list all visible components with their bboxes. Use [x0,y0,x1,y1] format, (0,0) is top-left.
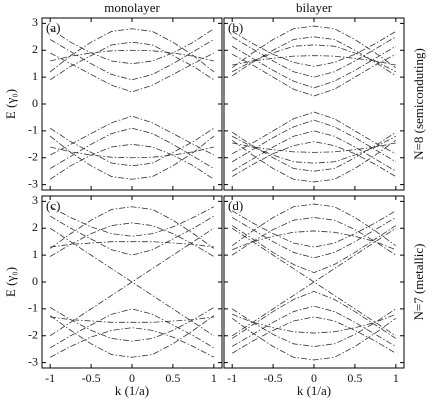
x-axis-label: k (1/a) [297,383,331,398]
band-line [49,215,215,256]
band-line [232,313,396,334]
band-line [231,308,397,347]
x-tick-label: -0.5 [264,371,283,385]
band-line [231,316,397,354]
band-line [231,305,397,347]
band-line [231,225,397,274]
band-line [231,135,397,164]
y-tick-label: 1 [32,69,38,83]
y-axis-label: E (γ₀) [3,267,18,297]
x-tick-label: -0.5 [82,371,101,385]
band-line [49,206,215,237]
x-tick-label: 0 [129,371,135,385]
side-label: N=8 (semiconduting) [411,48,426,160]
y-tick-label: 2 [32,220,38,234]
panel-label: (a) [46,20,60,35]
band-line [231,141,397,177]
band-line [49,327,215,358]
band-line [232,230,396,251]
band-line [231,217,397,259]
band-line [232,142,396,153]
band-line [50,241,214,248]
band-line [49,127,215,169]
y-tick-label: -2 [28,150,38,164]
band-line [49,115,215,156]
panel-frame [41,17,223,191]
y-tick-label: 1 [32,247,38,261]
band-line [50,146,214,159]
column-title: monolayer [104,0,160,15]
x-tick-label: 1 [211,371,217,385]
band-line [49,143,215,180]
y-tick-label: -2 [28,328,38,342]
band-line [50,49,214,62]
y-tick-label: 3 [32,193,38,207]
x-axis-label: k (1/a) [115,383,149,398]
y-tick-label: 3 [32,15,38,29]
band-line [49,206,215,249]
band-line [49,39,215,81]
y-tick-label: -3 [28,176,38,190]
band-line [231,131,397,172]
y-axis-label: E (γ₀) [3,89,18,119]
band-line [231,139,397,183]
band-line [49,222,215,257]
band-line [49,227,215,337]
band-line [231,119,397,163]
band-line [49,135,215,180]
band-line [231,44,397,73]
band-line [231,290,397,339]
band-line [231,36,397,78]
band-line [231,36,397,77]
panel-label: (c) [46,198,60,213]
band-line [49,308,215,349]
y-tick-label: 0 [32,274,38,288]
x-tick-label: 0 [311,371,317,385]
y-tick-label: -1 [28,123,38,137]
x-tick-label: -1 [45,371,55,385]
band-line [231,227,397,337]
band-line [231,25,397,69]
band-line [49,52,215,93]
panel-label: (d) [228,198,243,213]
band-line [49,315,215,358]
band-line [49,41,215,81]
x-tick-label: 0.5 [347,371,362,385]
panel-label: (b) [228,20,243,35]
column-title: bilayer [296,0,333,15]
panel-frame [223,17,405,191]
band-line [49,127,215,167]
y-tick-label: 0 [32,96,38,110]
band-line [49,307,215,342]
x-tick-label: 0.5 [165,371,180,385]
band-line [231,210,397,248]
band-line [231,130,397,172]
band-line [49,28,215,73]
y-tick-label: 2 [32,42,38,56]
band-line [231,45,397,89]
y-tick-label: -1 [28,301,38,315]
x-tick-label: -1 [227,371,237,385]
band-line [50,316,214,323]
side-label: N=7 (metallic) [411,244,426,321]
band-line [231,53,397,97]
band-line [231,111,397,155]
band-line [231,317,397,361]
band-line [231,203,397,247]
y-tick-label: -3 [28,354,38,368]
band-line [231,217,397,256]
band-line [232,55,396,66]
x-tick-label: 1 [393,371,399,385]
band-line [231,31,397,67]
band-line [49,28,215,65]
